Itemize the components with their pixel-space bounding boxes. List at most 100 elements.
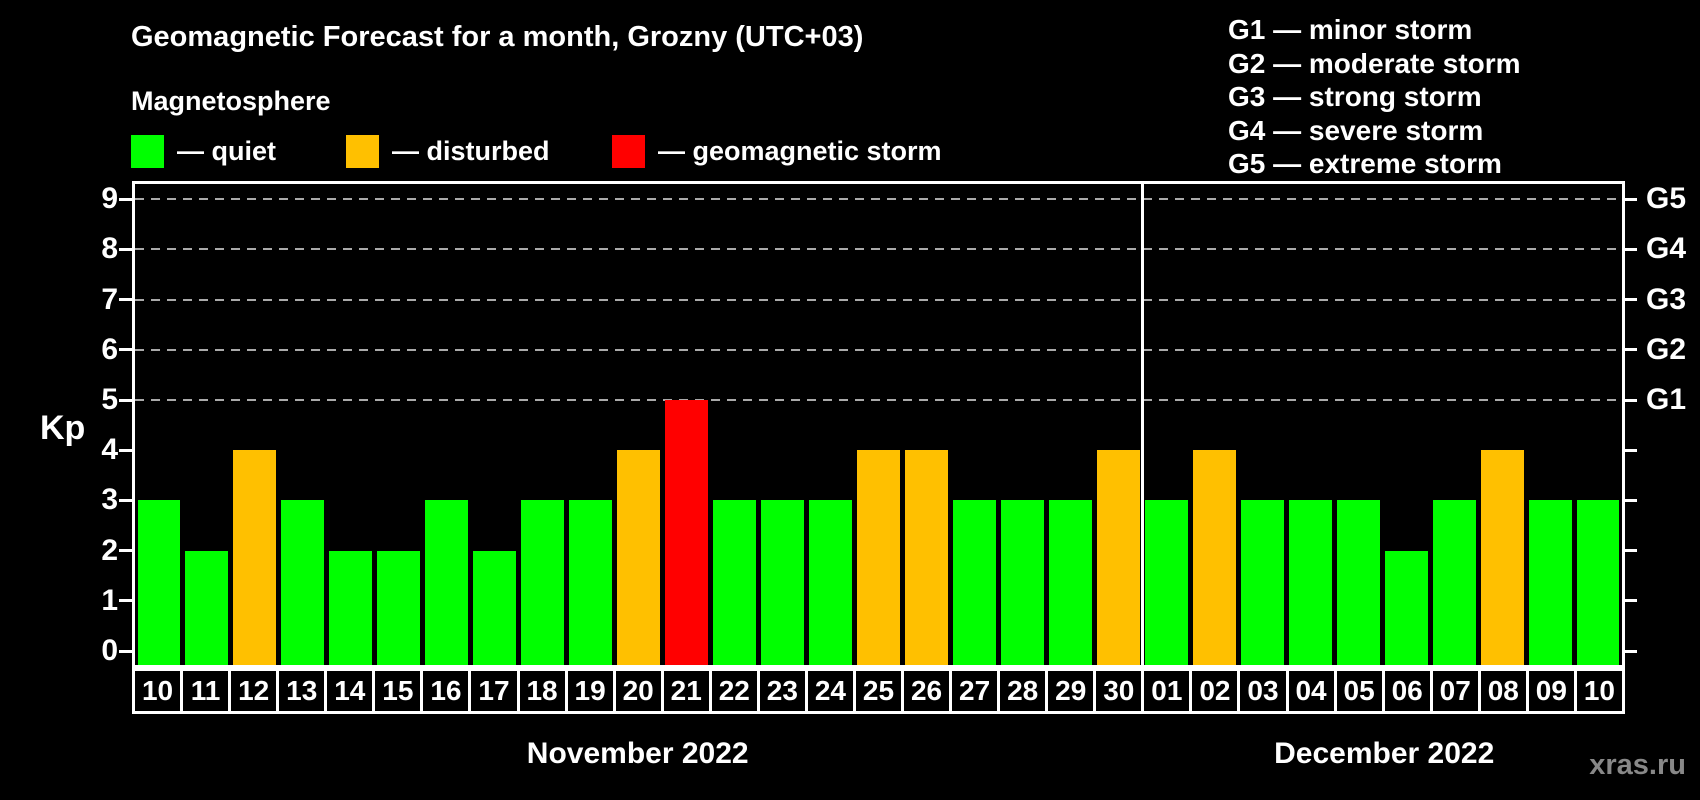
kp-bar-day-02 [1192,450,1236,665]
y-tick-label-9: 9 [101,182,118,216]
kp-bar-day-13 [281,500,325,665]
left-axis-tick-8 [119,247,132,251]
kp-bar-day-21 [665,400,709,665]
legend-label-quiet: — quiet [177,135,276,166]
kp-gridline-7 [135,298,1622,301]
right-axis-tick-7 [1624,298,1637,302]
kp-bar-day-10 [1576,500,1620,665]
left-axis-tick-3 [119,498,132,502]
month-label-1: December 2022 [1274,737,1495,770]
right-axis-tick-9 [1624,197,1637,201]
date-cell-25: 25 [852,668,904,714]
left-axis-tick-0 [119,649,132,653]
right-axis-tick-4 [1624,448,1637,452]
y-tick-label-3: 3 [101,483,118,517]
g-scale-label-g1: G1 [1646,383,1687,416]
kp-bar-day-28 [1000,500,1044,665]
y-tick-label-4: 4 [101,433,118,467]
legend-item-storm: — geomagnetic storm [612,134,942,168]
kp-bar-day-17 [473,550,517,665]
left-axis-tick-5 [119,398,132,402]
watermark: xras.ru [1589,749,1686,781]
quiet-color-swatch [131,134,164,168]
kp-bar-day-29 [1048,500,1092,665]
kp-gridline-8 [135,248,1622,251]
date-cell-21: 21 [660,668,712,714]
kp-bar-day-01 [1144,500,1188,665]
storm-scale-line-g2: G2 — moderate storm [1228,47,1521,79]
kp-bar-day-27 [952,500,996,665]
kp-bar-day-10 [137,500,181,665]
date-cell-01: 01 [1141,668,1193,714]
kp-bar-day-16 [425,500,469,665]
date-axis: 10 11 12 13 14 15 16 17 18 19 20 21 22 23 24 25 26 27 28 29… [132,668,1625,714]
month-label-0: November 2022 [526,737,749,770]
legend-item-quiet: — quiet [131,134,276,168]
storm-scale-legend: G1 — minor storm G2 — moderate storm G3 … [1228,13,1521,181]
left-axis-tick-9 [119,197,132,201]
kp-bar-day-25 [857,450,900,665]
g-scale-label-g3: G3 [1646,282,1687,316]
kp-bar-day-14 [329,550,373,665]
left-axis-tick-7 [119,298,132,302]
date-cell-02: 02 [1189,668,1241,714]
kp-bar-day-07 [1432,500,1476,665]
date-cell-30: 30 [1093,668,1145,714]
kp-bar-day-11 [185,550,229,665]
date-cell-12: 12 [228,668,280,714]
date-cell-03: 03 [1237,668,1289,714]
right-axis-tick-0 [1624,649,1637,653]
date-cell-22: 22 [708,668,760,714]
date-cell-18: 18 [516,668,568,714]
kp-bar-day-22 [713,500,757,665]
legend-label-storm: — geomagnetic storm [658,135,942,166]
date-cell-07: 07 [1429,668,1481,714]
kp-bar-day-09 [1528,500,1572,665]
right-axis-tick-5 [1624,398,1637,402]
y-tick-label-8: 8 [101,232,118,266]
y-tick-label-7: 7 [101,282,118,316]
legend-label-disturbed: — disturbed [392,135,550,166]
right-axis-tick-3 [1624,498,1637,502]
date-cell-23: 23 [756,668,808,714]
kp-bar-day-06 [1384,550,1428,665]
date-cell-06: 06 [1381,668,1433,714]
chart-subtitle: Magnetosphere [131,86,331,116]
page-title: Geomagnetic Forecast for a month, Grozny… [131,21,864,53]
kp-bar-day-30 [1096,450,1140,665]
storm-scale-line-g3: G3 — strong storm [1228,81,1482,113]
storm-color-swatch [612,134,645,168]
storm-scale-line-g5: G5 — extreme storm [1228,148,1502,180]
date-cell-09: 09 [1525,668,1577,714]
date-cell-08: 08 [1477,668,1529,714]
kp-bar-day-19 [569,500,613,665]
date-cell-26: 26 [901,668,953,714]
y-axis-title: Kp [40,409,86,447]
g-scale-label-g4: G4 [1646,232,1687,266]
kp-gridline-6 [135,348,1622,351]
kp-bar-day-12 [233,450,277,665]
kp-bar-day-15 [377,550,421,665]
right-axis-tick-2 [1624,549,1637,553]
left-axis-tick-6 [119,348,132,352]
right-axis-tick-8 [1624,247,1637,251]
kp-bar-day-04 [1288,500,1332,665]
legend-item-disturbed: — disturbed [346,134,550,168]
date-cell-05: 05 [1333,668,1385,714]
date-cell-16: 16 [420,668,472,714]
kp-bar-day-20 [617,450,661,665]
date-cell-10: 10 [132,668,184,714]
kp-bar-day-18 [521,500,565,665]
g-scale-label-g5: G5 [1646,182,1687,216]
date-cell-19: 19 [564,668,616,714]
left-axis-tick-1 [119,599,132,603]
y-tick-label-2: 2 [101,533,118,567]
date-cell-20: 20 [612,668,664,714]
kp-gridline-9 [135,198,1622,201]
kp-bar-day-26 [904,450,948,665]
date-cell-13: 13 [276,668,328,714]
date-cell-24: 24 [804,668,856,714]
storm-scale-line-g4: G4 — severe storm [1228,114,1484,146]
date-cell-27: 27 [949,668,1001,714]
